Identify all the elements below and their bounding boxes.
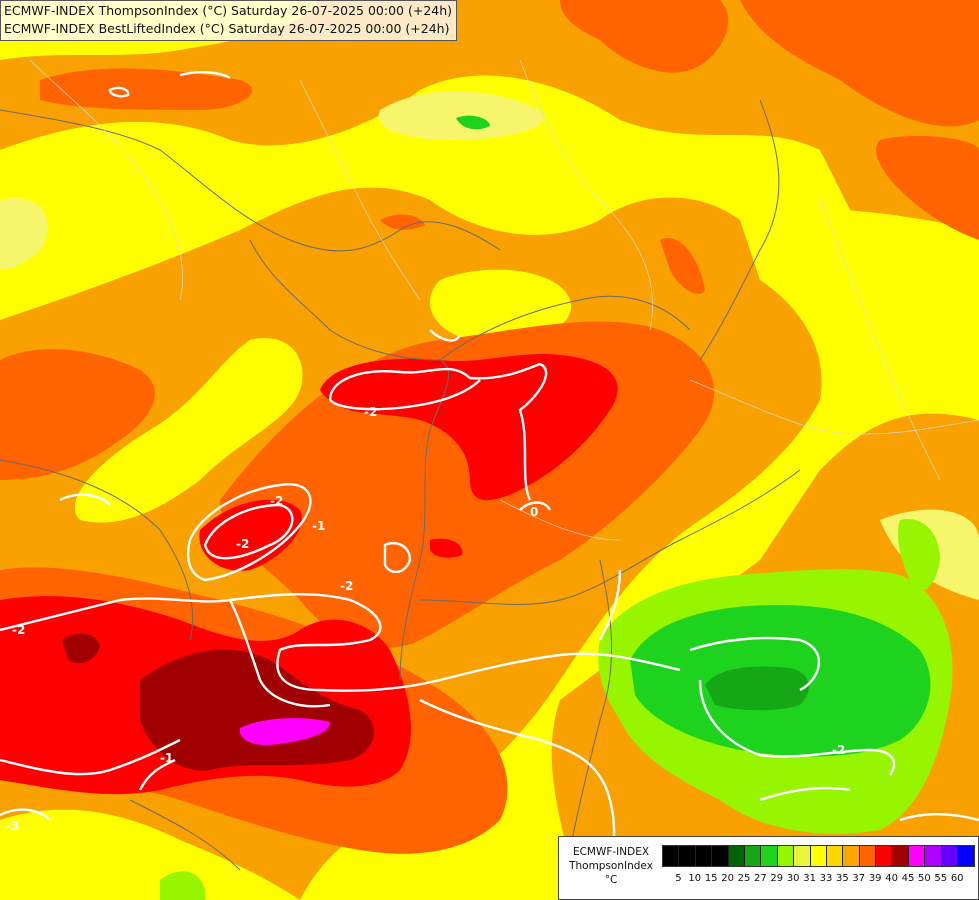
legend-tick-label: 60	[950, 873, 964, 884]
legend-tick-label: 50	[918, 873, 931, 884]
legend-title: ECMWF-INDEX ThompsonIndex °C	[563, 845, 659, 887]
legend-swatch	[761, 846, 778, 866]
legend-tick-label: 10	[688, 873, 702, 884]
legend-ticks: 5 10 15 20 25 27 29 30 31 33 35 37 39 40 45 50 55 60	[662, 873, 974, 887]
contour-label: -1	[160, 751, 173, 765]
legend-swatch	[843, 846, 860, 866]
legend-swatch	[958, 846, 975, 866]
legend-swatch	[679, 846, 696, 866]
legend-swatch	[908, 846, 926, 866]
field-darkred	[62, 633, 374, 771]
legend-tick-label: 5	[675, 873, 682, 884]
legend-tick-label: 45	[901, 873, 915, 884]
legend-tick-label: 27	[754, 873, 767, 884]
title-best-lifted-index: ECMWF-INDEX BestLiftedIndex (°C) Saturda…	[4, 21, 450, 36]
legend-tick-label: 37	[852, 873, 866, 884]
legend-swatch	[925, 846, 942, 866]
legend-swatch	[941, 846, 959, 866]
contour-labels: -2 -2 -1 -2 -2 -1 -2 0 -3 -2	[6, 405, 845, 833]
contour-label: -2	[364, 405, 377, 419]
legend-swatch	[777, 846, 795, 866]
legend-tick-label: 25	[737, 873, 751, 884]
contour-label: -2	[12, 623, 25, 637]
legend-tick-label: 20	[721, 873, 734, 884]
legend-swatches	[662, 845, 976, 867]
contour-label: -2	[340, 579, 353, 593]
country-borders	[0, 99, 801, 871]
legend-tick-label: 35	[836, 873, 849, 884]
lifted-index-contours	[0, 70, 979, 900]
legend-tick-label: 31	[803, 873, 816, 884]
legend-swatch	[810, 846, 827, 866]
legend-swatch	[876, 846, 893, 866]
title-thompson-index: ECMWF-INDEX ThompsonIndex (°C) Saturday …	[4, 3, 453, 18]
legend-swatch	[744, 846, 762, 866]
legend-swatch	[892, 846, 909, 866]
region-borders	[29, 59, 979, 541]
legend-tick-label: 39	[868, 873, 882, 884]
legend-tick-label: 29	[770, 873, 784, 884]
legend-tick-label: 15	[704, 873, 718, 884]
legend-swatch	[826, 846, 844, 866]
contour-label: -2	[236, 537, 249, 551]
legend-swatch	[728, 846, 745, 866]
contour-label: 0	[530, 505, 538, 519]
contour-label: -1	[312, 519, 325, 533]
legend-swatch	[663, 846, 680, 866]
legend-swatch	[859, 846, 877, 866]
legend-tick-label: 33	[819, 873, 833, 884]
legend-tick-label: 30	[786, 873, 800, 884]
contour-label: -3	[6, 819, 19, 833]
legend-swatch	[712, 846, 729, 866]
field-darkgreen	[705, 666, 809, 711]
legend-unit: °C	[604, 874, 618, 886]
legend-swatch	[794, 846, 811, 866]
legend-parameter: ThompsonIndex	[569, 860, 653, 872]
map-title-box: ECMWF-INDEX ThompsonIndex (°C) Saturday …	[0, 0, 458, 41]
legend-tick-label: 55	[934, 873, 948, 884]
legend-swatch	[695, 846, 713, 866]
legend-tick-label: 40	[885, 873, 898, 884]
contour-label: -2	[270, 494, 283, 508]
legend-model: ECMWF-INDEX	[572, 846, 650, 858]
field-magenta	[239, 718, 330, 746]
contour-label: -2	[832, 743, 845, 757]
color-legend: ECMWF-INDEX ThompsonIndex °C 5 10 15 20 25 27…	[558, 836, 979, 900]
